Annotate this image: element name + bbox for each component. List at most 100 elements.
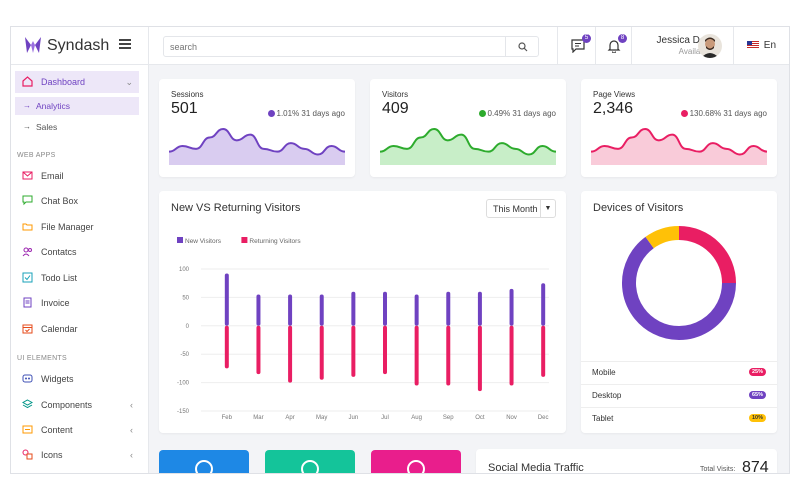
sidebar-item-dashboard[interactable]: Dashboard ⌄ [15,71,139,93]
sidebar-item-icons[interactable]: Icons ‹ [15,444,139,466]
profile-icon [407,460,425,473]
chevron-left-icon: ‹ [130,425,133,435]
sidebar-item-label: Sales [36,122,58,132]
bell-icon [607,40,621,53]
x-tick-label: May [316,415,327,421]
tile-profile[interactable] [371,450,461,473]
caret-down-icon: ▼ [540,200,555,217]
sidebar-item-sales[interactable]: → Sales [15,118,139,136]
x-tick-label: Mar [253,415,263,421]
x-tick-label: Feb [222,415,233,421]
tile-users[interactable] [159,450,249,473]
legend-label: Returning Visitors [249,238,301,245]
sidebar-item-label: Content [41,425,73,435]
device-percent-badge: 10% [748,414,766,422]
chat-icon [22,195,33,206]
bar-returning-visitors [383,325,387,375]
language-label: En [763,40,777,51]
sparkline-chart [380,127,556,165]
language-selector[interactable]: En [747,40,776,51]
bar-returning-visitors [319,325,324,380]
sidebar-item-components[interactable]: Components ‹ [15,394,139,416]
sidebar-item-todo-list[interactable]: Todo List [15,267,139,289]
brand[interactable]: Syndash [11,27,149,65]
stat-title: Page Views [593,90,636,99]
sidebar-item-file-manager[interactable]: File Manager [15,216,139,238]
search-button[interactable] [505,37,538,56]
devices-card: Devices of Visitors Mobile 25% Desktop 6… [581,191,777,433]
sidebar-item-widgets[interactable]: Widgets [15,368,139,390]
bar-new-visitors [351,291,356,326]
search-box [163,36,539,57]
y-tick-label: -150 [177,409,190,415]
stat-title: Visitors [382,90,409,99]
sidebar-item-invoice[interactable]: Invoice [15,292,139,314]
sidebar-item-label: Widgets [41,374,74,384]
stat-value: 501 [171,100,198,117]
device-percent-badge: 65% [748,391,766,399]
bar-returning-visitors [351,325,356,377]
device-label: Tablet [592,414,614,423]
stat-card-visitors: Visitors 409 0.49% 31 days ago [370,79,566,177]
avatar [698,34,722,58]
stat-change: 1.01% 31 days ago [267,109,345,118]
sparkline-area [169,129,345,165]
sidebar-item-content[interactable]: Content ‹ [15,419,139,441]
arrow-up-icon [478,110,486,117]
sidebar-item-calendar[interactable]: Calendar [15,318,139,340]
sidebar-item-label: Calendar [41,324,78,334]
messages-button[interactable]: 5 [569,34,591,55]
user-name: Jessica Doe [656,35,711,46]
bar-new-visitors [446,291,451,326]
y-tick-label: 100 [179,267,190,273]
sidebar-item-chat-box[interactable]: Chat Box [15,190,139,212]
sidebar-item-analytics[interactable]: → Analytics [15,97,139,115]
hamburger-menu-icon[interactable] [119,39,131,49]
device-row-mobile: Mobile 25% [581,361,777,383]
chevron-left-icon: ‹ [130,400,133,410]
brand-name: Syndash [47,37,110,54]
sidebar-item-label: Analytics [36,101,71,111]
search-input[interactable] [170,40,500,54]
donut-slice-tablet [645,226,680,249]
x-tick-label: Jun [349,415,359,421]
stat-change: 0.49% 31 days ago [478,109,556,118]
donut-chart [622,226,736,340]
dropdown-value: This Month [493,204,538,214]
device-label: Mobile [592,368,616,377]
legend-swatch [177,237,183,243]
arrow-right-icon: → [23,122,31,131]
widget-icon [22,374,33,383]
notifications-button[interactable]: 8 [605,34,627,55]
sidebar-item-label: Invoice [41,298,70,308]
bar-returning-visitors [414,325,419,386]
sidebar-item-label: Email [41,171,64,181]
bar-new-visitors [477,291,482,326]
users-icon [22,247,32,257]
total-visits-label: Total Visits: [700,466,736,473]
bar-returning-visitors [477,325,482,392]
arrow-right-icon: → [23,101,31,110]
x-tick-label: Jul [381,415,389,421]
y-tick-label: -100 [177,381,190,387]
tile-files[interactable] [265,450,355,473]
period-dropdown[interactable]: This Month ▼ [486,199,556,218]
bar-returning-visitors [288,325,293,383]
shapes-icon [22,449,33,460]
donut-slice-desktop [622,236,736,340]
calendar-icon [22,324,33,334]
bar-returning-visitors [446,325,451,386]
bar-new-visitors [256,294,261,326]
app-window: Syndash 5 [10,26,790,474]
arrow-up-icon [267,110,275,117]
sidebar-item-email[interactable]: Email [15,165,139,187]
box-icon [22,425,33,434]
sidebar-item-label: File Manager [41,222,94,232]
chevron-down-icon: ⌄ [125,77,133,87]
sidebar-item-contacts[interactable]: Contatcs [15,241,139,263]
user-icon [195,460,213,473]
sparkline-line [169,127,345,156]
x-tick-label: Apr [285,415,294,421]
bar-new-visitors [319,294,324,326]
card-title: Devices of Visitors [593,202,684,214]
